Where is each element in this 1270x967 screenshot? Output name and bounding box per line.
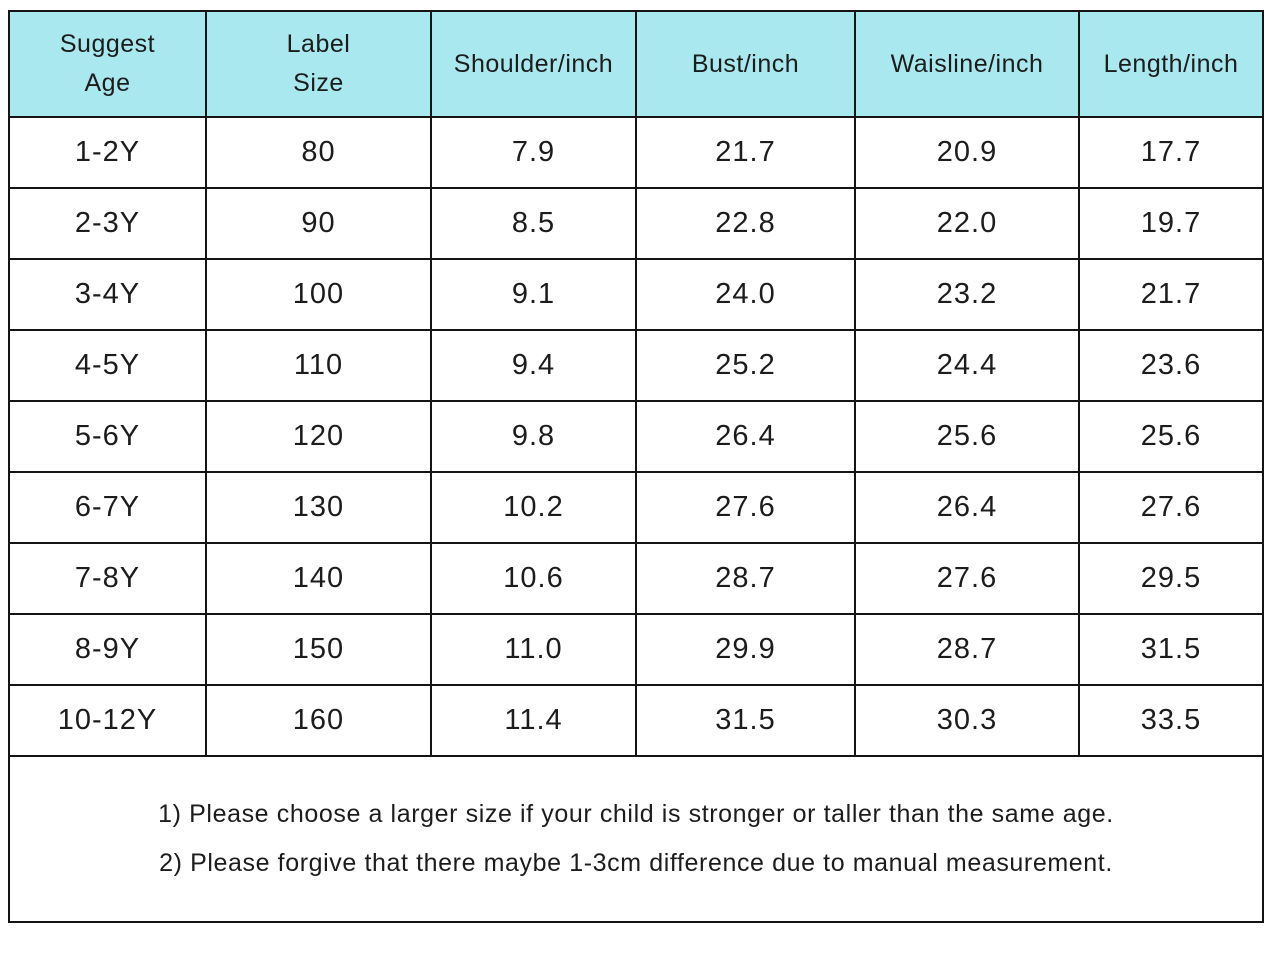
table-cell: 19.7 (1078, 187, 1264, 260)
table-cell: 11.0 (430, 613, 637, 686)
table-cell: 9.8 (430, 400, 637, 473)
table-cell: 4-5Y (8, 329, 207, 402)
table-row: 4-5Y 110 9.4 25.2 24.4 23.6 (8, 329, 1264, 402)
table-cell: 7-8Y (8, 542, 207, 615)
table-cell: 9.4 (430, 329, 637, 402)
table-cell: 33.5 (1078, 684, 1264, 757)
table-cell: 1-2Y (8, 116, 207, 189)
table-row: 3-4Y 100 9.1 24.0 23.2 21.7 (8, 258, 1264, 331)
table-row: 6-7Y 130 10.2 27.6 26.4 27.6 (8, 471, 1264, 544)
table-cell: 25.6 (1078, 400, 1264, 473)
table-cell: 10-12Y (8, 684, 207, 757)
table-header: Suggest Age Label Size Shoulder/inch Bus… (8, 10, 1264, 118)
table-cell: 22.0 (854, 187, 1080, 260)
column-header-length-inch: Length/inch (1078, 10, 1264, 118)
table-footer: 1) Please choose a larger size if your c… (8, 755, 1264, 923)
column-header-waisline-inch: Waisline/inch (854, 10, 1080, 118)
table-cell: 7.9 (430, 116, 637, 189)
column-header-suggest-age: Suggest Age (8, 10, 207, 118)
table-cell: 26.4 (635, 400, 856, 473)
size-chart-table: Suggest Age Label Size Shoulder/inch Bus… (8, 10, 1264, 923)
table-cell: 10.2 (430, 471, 637, 544)
table-cell: 31.5 (1078, 613, 1264, 686)
table-cell: 27.6 (854, 542, 1080, 615)
column-header-shoulder-inch: Shoulder/inch (430, 10, 637, 118)
table-cell: 29.5 (1078, 542, 1264, 615)
table-cell: 8-9Y (8, 613, 207, 686)
table-cell: 24.0 (635, 258, 856, 331)
notes: 1) Please choose a larger size if your c… (8, 755, 1264, 923)
column-header-bust-inch: Bust/inch (635, 10, 856, 118)
table-cell: 8.5 (430, 187, 637, 260)
table-cell: 2-3Y (8, 187, 207, 260)
header-row: Suggest Age Label Size Shoulder/inch Bus… (8, 10, 1264, 118)
table-cell: 160 (205, 684, 432, 757)
table-cell: 140 (205, 542, 432, 615)
table-cell: 31.5 (635, 684, 856, 757)
table-cell: 22.8 (635, 187, 856, 260)
table-cell: 25.2 (635, 329, 856, 402)
table-cell: 90 (205, 187, 432, 260)
table-cell: 17.7 (1078, 116, 1264, 189)
table-cell: 100 (205, 258, 432, 331)
table-cell: 5-6Y (8, 400, 207, 473)
note-line: 2) Please forgive that there maybe 1-3cm… (159, 849, 1113, 877)
table-cell: 9.1 (430, 258, 637, 331)
table-row: 8-9Y 150 11.0 29.9 28.7 31.5 (8, 613, 1264, 686)
table-cell: 21.7 (1078, 258, 1264, 331)
table-body: 1-2Y 80 7.9 21.7 20.9 17.7 2-3Y 90 8.5 22.8 22.0 19… (8, 116, 1264, 757)
table-cell: 11.4 (430, 684, 637, 757)
table-row: 1-2Y 80 7.9 21.7 20.9 17.7 (8, 116, 1264, 189)
table-row: 7-8Y 140 10.6 28.7 27.6 29.5 (8, 542, 1264, 615)
table-cell: 110 (205, 329, 432, 402)
table-cell: 3-4Y (8, 258, 207, 331)
table-cell: 29.9 (635, 613, 856, 686)
table-cell: 21.7 (635, 116, 856, 189)
table-cell: 27.6 (1078, 471, 1264, 544)
table-cell: 23.2 (854, 258, 1080, 331)
table-cell: 23.6 (1078, 329, 1264, 402)
table-cell: 150 (205, 613, 432, 686)
table-row: 2-3Y 90 8.5 22.8 22.0 19.7 (8, 187, 1264, 260)
note-line: 1) Please choose a larger size if your c… (158, 799, 1114, 828)
table-cell: 120 (205, 400, 432, 473)
notes-row: 1) Please choose a larger size if your c… (8, 755, 1264, 923)
table-cell: 27.6 (635, 471, 856, 544)
table-cell: 130 (205, 471, 432, 544)
table-cell: 10.6 (430, 542, 637, 615)
table-cell: 26.4 (854, 471, 1080, 544)
table-cell: 25.6 (854, 400, 1080, 473)
table-cell: 20.9 (854, 116, 1080, 189)
table-cell: 30.3 (854, 684, 1080, 757)
table-cell: 28.7 (854, 613, 1080, 686)
column-header-label-size: Label Size (205, 10, 432, 118)
table-cell: 28.7 (635, 542, 856, 615)
table-cell: 6-7Y (8, 471, 207, 544)
table-cell: 80 (205, 116, 432, 189)
table-cell: 24.4 (854, 329, 1080, 402)
table-row: 10-12Y 160 11.4 31.5 30.3 33.5 (8, 684, 1264, 757)
table-row: 5-6Y 120 9.8 26.4 25.6 25.6 (8, 400, 1264, 473)
